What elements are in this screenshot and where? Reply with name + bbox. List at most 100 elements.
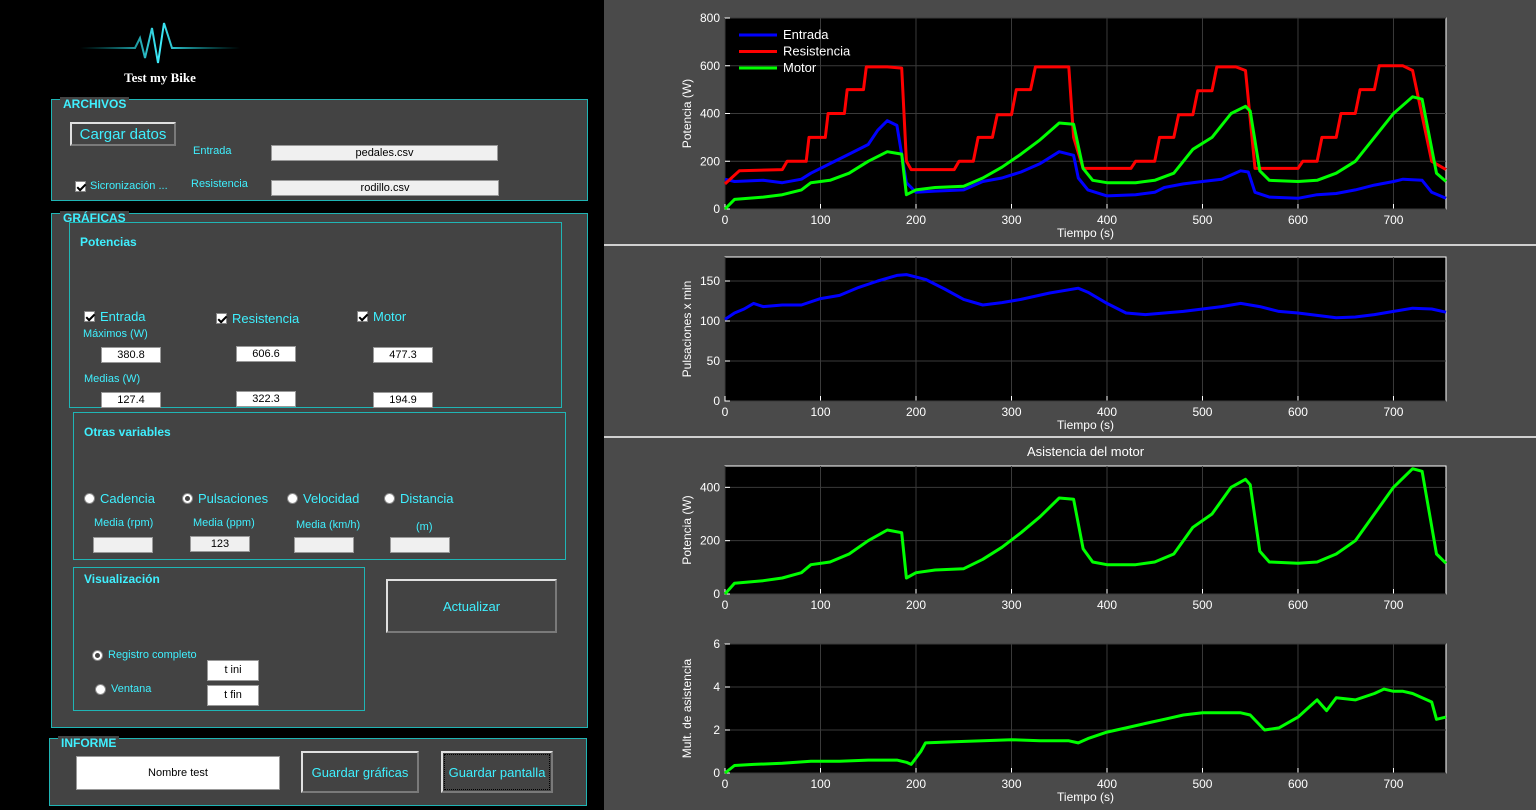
- x-tick-label: 500: [1192, 598, 1212, 612]
- test-name-field[interactable]: Nombre test: [76, 756, 280, 790]
- x-tick-label: 100: [810, 213, 830, 227]
- heartbeat-icon: [80, 22, 240, 64]
- max-resistencia-field[interactable]: 606.6: [236, 346, 296, 362]
- series-line-1: [724, 273, 1447, 321]
- y-tick-label: 600: [700, 59, 720, 73]
- x-tick-label: 300: [1001, 213, 1021, 227]
- y-tick-label: 200: [700, 534, 720, 548]
- x-tick-label: 700: [1383, 777, 1403, 791]
- x-tick-label: 700: [1383, 405, 1403, 419]
- powers-subpanel: Potencias Entrada Resistencia Motor Máxi…: [69, 222, 562, 408]
- y-tick-label: 100: [700, 314, 720, 328]
- chart-3: 0 100 200 300 400 500 600 700 0 200 400 Potencia (W…: [680, 444, 1448, 612]
- y-axis-label: Mult. de asistencia: [680, 658, 694, 758]
- y-tick-label: 50: [707, 354, 721, 368]
- y-tick-label: 2: [713, 723, 720, 737]
- load-data-button[interactable]: Cargar datos: [70, 122, 176, 146]
- entrada-label: Entrada: [100, 309, 146, 324]
- x-tick-label: 0: [722, 405, 729, 419]
- input-file-field[interactable]: pedales.csv: [271, 145, 498, 161]
- t-fin-field[interactable]: t fin: [207, 685, 259, 706]
- max-entrada-field[interactable]: 380.8: [101, 347, 161, 363]
- mean-rpm-label: Media (rpm): [94, 517, 154, 529]
- x-tick-label: 200: [906, 213, 926, 227]
- motor-checkbox[interactable]: [357, 311, 368, 322]
- y-axis-label: Potencia (W): [680, 495, 694, 564]
- resistencia-checkbox[interactable]: [216, 313, 227, 324]
- chart-4: 0 100 200 300 400 500 600 700 0 2 4 6 Tiempo (s) Mult…: [680, 637, 1447, 804]
- x-tick-label: 200: [906, 598, 926, 612]
- legend-entry: Motor: [783, 60, 817, 75]
- sync-checkbox[interactable]: [75, 181, 86, 192]
- plot-area: [724, 256, 1447, 402]
- x-tick-label: 300: [1001, 777, 1021, 791]
- powers-title: Potencias: [80, 235, 137, 249]
- legend-entry: Resistencia: [783, 44, 851, 59]
- x-tick-label: 500: [1192, 213, 1212, 227]
- cadencia-value[interactable]: [93, 537, 153, 553]
- x-tick-label: 300: [1001, 598, 1021, 612]
- series-line-1: [723, 467, 1448, 595]
- app-title: Test my Bike: [124, 70, 196, 85]
- distancia-value[interactable]: [390, 537, 450, 553]
- x-tick-label: 0: [722, 598, 729, 612]
- y-tick-label: 6: [713, 637, 720, 651]
- entrada-checkbox[interactable]: [84, 311, 95, 322]
- dist-m-label: (m): [416, 521, 433, 533]
- cadencia-radio[interactable]: [84, 493, 95, 504]
- y-tick-label: 0: [713, 394, 720, 408]
- y-tick-label: 150: [700, 274, 720, 288]
- x-tick-label: 0: [722, 213, 729, 227]
- velocidad-value[interactable]: [294, 537, 354, 553]
- save-screen-button[interactable]: Guardar pantalla: [441, 751, 553, 793]
- distancia-label: Distancia: [400, 491, 454, 506]
- graphics-title: GRÁFICAS: [60, 211, 129, 225]
- charts-svg: 0 100 200 300 400 500 600 7000200400600800Tiemp…: [680, 11, 1448, 804]
- cadencia-label: Cadencia: [100, 491, 155, 506]
- update-button[interactable]: Actualizar: [386, 579, 557, 633]
- chart-2: 0 100 200 300 400 500 600 700 0 50 100 150 Tiempo (s…: [680, 256, 1447, 432]
- input-label: Entrada: [193, 145, 232, 157]
- mean-ppm-label: Media (ppm): [193, 517, 255, 529]
- y-tick-label: 200: [700, 154, 720, 168]
- y-tick-label: 0: [713, 202, 720, 216]
- x-tick-label: 600: [1288, 598, 1308, 612]
- mean-entrada-field[interactable]: 127.4: [101, 392, 161, 408]
- series-line-motor: [723, 95, 1447, 211]
- velocidad-radio[interactable]: [287, 493, 298, 504]
- report-title: INFORME: [58, 736, 120, 750]
- series-line-1: [724, 687, 1447, 775]
- y-tick-label: 800: [700, 11, 720, 25]
- resistencia-label: Resistencia: [232, 311, 300, 326]
- pulsaciones-radio[interactable]: [182, 493, 193, 504]
- plot-area: [724, 465, 1447, 595]
- other-vars-subpanel: Otras variables Cadencia Pulsaciones Vel…: [73, 412, 566, 560]
- full-record-radio[interactable]: [92, 650, 103, 661]
- mean-motor-field[interactable]: 194.9: [373, 392, 433, 408]
- save-graphs-button[interactable]: Guardar gráficas: [301, 751, 419, 793]
- pulsaciones-value[interactable]: 123: [190, 536, 250, 552]
- y-tick-label: 4: [713, 680, 720, 694]
- view-title: Visualización: [84, 572, 160, 586]
- x-tick-label: 100: [810, 777, 830, 791]
- x-tick-label: 500: [1192, 405, 1212, 419]
- other-vars-title: Otras variables: [84, 425, 171, 439]
- max-label: Máximos (W): [83, 328, 148, 340]
- x-tick-label: 400: [1097, 777, 1117, 791]
- files-panel: ARCHIVOS Cargar datos Entrada pedales.cs…: [51, 97, 588, 201]
- y-axis-label: Pulsaciones x min: [680, 281, 694, 378]
- x-tick-label: 400: [1097, 598, 1117, 612]
- y-tick-label: 400: [700, 107, 720, 121]
- distancia-radio[interactable]: [384, 493, 395, 504]
- sync-label: Sicronización ...: [90, 180, 168, 192]
- mean-resistencia-field[interactable]: 322.3: [236, 391, 296, 407]
- t-ini-field[interactable]: t ini: [207, 660, 259, 681]
- resist-file-field[interactable]: rodillo.csv: [271, 180, 499, 196]
- x-tick-label: 100: [810, 405, 830, 419]
- x-tick-label: 200: [906, 777, 926, 791]
- window-radio[interactable]: [95, 684, 106, 695]
- y-tick-label: 0: [713, 587, 720, 601]
- report-panel: INFORME Nombre test Guardar gráficas Gua…: [49, 736, 587, 806]
- max-motor-field[interactable]: 477.3: [373, 347, 433, 363]
